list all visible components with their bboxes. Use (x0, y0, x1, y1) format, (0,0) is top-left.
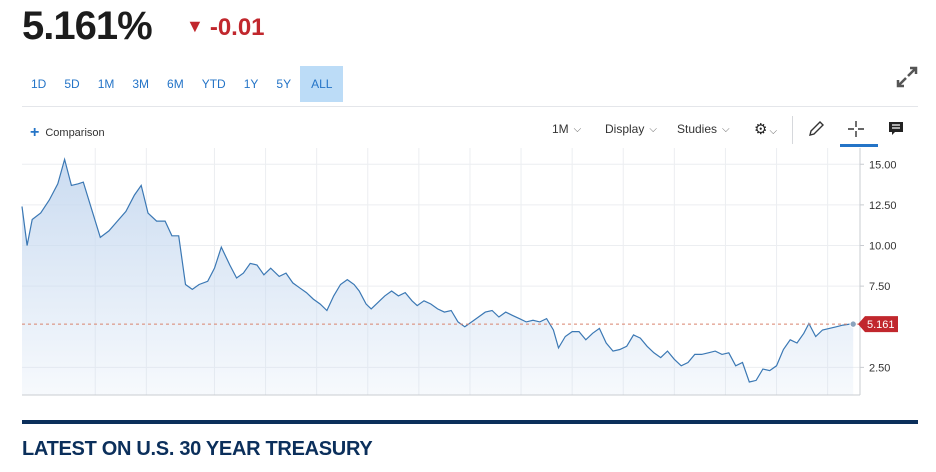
treasury-yield-chart[interactable]: 15.0012.5010.007.502.5019821985198919921… (0, 146, 936, 398)
time-range-selector: 1D 5D 1M 3M 6M YTD 1Y 5Y ALL (22, 66, 344, 102)
toolbar-separator (792, 116, 793, 144)
last-value-badge (858, 316, 898, 333)
range-3m[interactable]: 3M (132, 77, 150, 91)
last-value-label: 5.161 (867, 319, 895, 331)
last-value-point (849, 320, 857, 328)
chevron-down-icon: ⌵ (649, 123, 657, 135)
quote-change: ▼ -0.01 (186, 14, 265, 42)
series-area-fill (22, 159, 854, 395)
display-dropdown[interactable]: Display ⌵ (605, 122, 657, 136)
expand-icon[interactable] (894, 64, 920, 90)
gear-icon: ⚙ (754, 121, 768, 138)
plus-icon: + (30, 124, 40, 141)
comparison-button[interactable]: + Comparison (30, 124, 105, 142)
studies-label: Studies (677, 122, 718, 136)
interval-label: 1M (552, 122, 569, 136)
change-value: -0.01 (209, 14, 265, 41)
comment-icon[interactable] (883, 116, 909, 142)
chevron-down-icon: ⌵ (722, 123, 730, 135)
settings-dropdown[interactable]: ⚙ ⌵ (754, 120, 777, 138)
crosshair-icon[interactable] (843, 116, 869, 142)
y-tick-label: 15.00 (869, 159, 897, 171)
range-1y[interactable]: 1Y (243, 77, 259, 91)
down-triangle-icon: ▼ (186, 16, 204, 36)
y-tick-label: 10.00 (869, 241, 897, 253)
chevron-down-icon: ⌵ (573, 123, 582, 135)
studies-dropdown[interactable]: Studies ⌵ (677, 122, 730, 136)
y-tick-label: 7.50 (869, 281, 890, 293)
range-1d[interactable]: 1D (31, 77, 47, 91)
y-tick-label: 2.50 (869, 362, 890, 374)
range-all[interactable]: ALL (300, 66, 344, 102)
range-5d[interactable]: 5D (64, 77, 80, 91)
section-headline[interactable]: LATEST ON U.S. 30 YEAR TREASURY (22, 438, 373, 460)
chevron-down-icon: ⌵ (769, 126, 778, 137)
crosshair-active-indicator (840, 144, 878, 147)
range-1m[interactable]: 1M (97, 77, 115, 91)
interval-dropdown[interactable]: 1M ⌵ (552, 122, 581, 136)
y-tick-label: 12.50 (869, 200, 897, 212)
pencil-icon[interactable] (803, 116, 829, 142)
toolbar-divider (22, 106, 918, 107)
range-5y[interactable]: 5Y (276, 77, 292, 91)
comparison-label: Comparison (45, 127, 105, 139)
display-label: Display (605, 122, 645, 136)
range-6m[interactable]: 6M (167, 77, 184, 91)
series-line (21, 157, 854, 383)
section-rule (22, 420, 918, 424)
range-ytd[interactable]: YTD (201, 77, 226, 91)
quote-price: 5.161% (22, 4, 153, 48)
